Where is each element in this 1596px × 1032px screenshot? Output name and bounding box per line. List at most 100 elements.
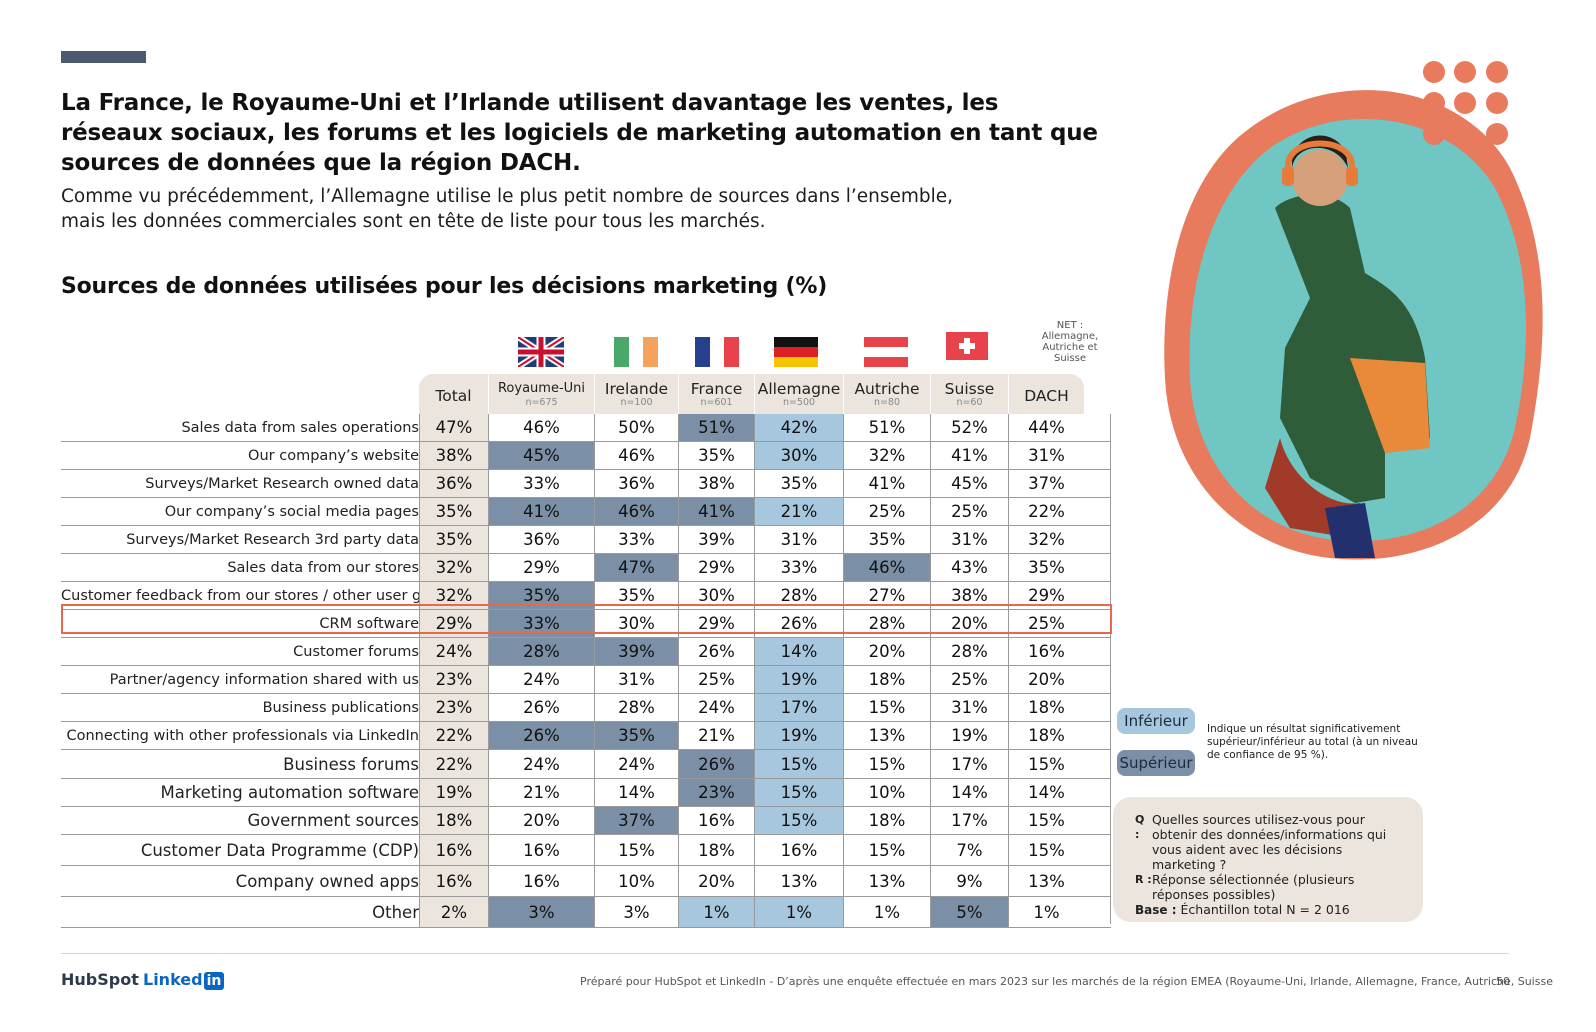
- table-cell: 22%: [419, 750, 488, 778]
- table-cell: 31%: [930, 694, 1008, 721]
- table-cell: 37%: [1008, 470, 1084, 497]
- column-header: Irelande n=100: [594, 374, 678, 414]
- base-key: Base :: [1135, 903, 1177, 917]
- row-label: Surveys/Market Research owned data: [145, 476, 419, 492]
- table-row: Sales data from our stores 32% 29% 47% 29% 33…: [61, 554, 1111, 582]
- column-header-sample-size: n=100: [620, 397, 653, 408]
- row-label: CRM software: [319, 616, 419, 632]
- table-row: Our company’s website 38% 45% 46% 35% 30% 32% 4…: [61, 442, 1111, 470]
- hubspot-logo: HubSpot: [61, 970, 139, 989]
- table-cell: 36%: [488, 526, 594, 553]
- table-cell: 15%: [1008, 750, 1084, 778]
- table-cell: 51%: [843, 414, 930, 441]
- column-header-sample-size: n=675: [525, 397, 558, 408]
- table-row: Business forums 22% 24% 24% 26% 15% 15% 17% 15%: [61, 750, 1111, 779]
- table-cell: 19%: [419, 779, 488, 806]
- table-cell: 17%: [930, 750, 1008, 778]
- column-header-name: DACH: [1024, 387, 1069, 405]
- table-cell: 21%: [488, 779, 594, 806]
- table-cell: 1%: [754, 897, 843, 927]
- table-cell: 35%: [1008, 554, 1084, 581]
- table-cell: 36%: [594, 470, 678, 497]
- table-cell: 39%: [678, 526, 754, 553]
- table-cell: 21%: [754, 498, 843, 525]
- table-cell: 20%: [930, 610, 1008, 637]
- row-label: Government sources: [247, 811, 419, 830]
- table-cell: 21%: [678, 722, 754, 749]
- table-cell: 38%: [930, 582, 1008, 609]
- linkedin-logo-in: in: [203, 972, 225, 990]
- column-header-sample-size: n=60: [956, 397, 983, 408]
- table-cell: 10%: [843, 779, 930, 806]
- legend-superior: Supérieur: [1117, 750, 1195, 776]
- column-header-name: Autriche: [854, 380, 920, 398]
- column-header: Suisse n=60: [930, 374, 1008, 414]
- table-cell: 28%: [930, 638, 1008, 665]
- table-cell: 30%: [594, 610, 678, 637]
- table-cell: 28%: [594, 694, 678, 721]
- base-line: Base : Échantillon total N = 2 016: [1135, 902, 1409, 918]
- column-header: Allemagne n=500: [754, 374, 843, 414]
- table-cell: 36%: [419, 470, 488, 497]
- table-cell: 17%: [930, 807, 1008, 834]
- france-flag-icon: [695, 337, 739, 367]
- net-note: NET : Allemagne, Autriche et Suisse: [1041, 320, 1099, 364]
- table-cell: 31%: [1008, 442, 1084, 469]
- base-text: Échantillon total N = 2 016: [1180, 902, 1350, 917]
- table-row: Business publications 23% 26% 28% 24% 17% 15% 3…: [61, 694, 1111, 722]
- column-header: Royaume-Uni n=675: [488, 374, 594, 414]
- table-row: Other 2% 3% 3% 1% 1% 1% 5% 1%: [61, 897, 1111, 928]
- table-cell: 29%: [1008, 582, 1084, 609]
- table-row: Marketing automation software 19% 21% 14% 23…: [61, 779, 1111, 807]
- table-cell: 15%: [1008, 807, 1084, 834]
- table-cell: 5%: [930, 897, 1008, 927]
- table-row: Customer feedback from our stores / othe…: [61, 582, 1111, 610]
- table-cell: 41%: [678, 498, 754, 525]
- austria-flag-icon: [864, 337, 908, 367]
- answer-line: R : Réponse sélectionnée (plusieurs répo…: [1135, 872, 1409, 902]
- headline: La France, le Royaume-Uni et l’Irlande u…: [61, 90, 1098, 176]
- table-cell: 25%: [930, 498, 1008, 525]
- subtitle-line-2: mais les données commerciales sont en tê…: [61, 211, 766, 232]
- table-cell: 25%: [678, 666, 754, 693]
- answer-text: Réponse sélectionnée (plusieurs réponses…: [1152, 872, 1355, 902]
- table-cell: 35%: [754, 470, 843, 497]
- column-header: France n=601: [678, 374, 754, 414]
- table-cell: 18%: [843, 666, 930, 693]
- question-box: Q : Quelles sources utilisez-vous pour o…: [1113, 797, 1423, 922]
- table-cell: 14%: [930, 779, 1008, 806]
- subtitle: Comme vu précédemment, l’Allemagne utili…: [61, 184, 1061, 234]
- table-cell: 14%: [754, 638, 843, 665]
- table-cell: 32%: [1008, 526, 1084, 553]
- table-row: Our company’s social media pages 35% 41% 46…: [61, 498, 1111, 526]
- table-cell: 9%: [930, 866, 1008, 896]
- table-cell: 47%: [419, 414, 488, 441]
- row-label: Business publications: [262, 700, 419, 716]
- column-header-sample-size: n=601: [700, 397, 733, 408]
- table-cell: 24%: [488, 666, 594, 693]
- table-cell: 16%: [678, 807, 754, 834]
- table-cell: 29%: [678, 554, 754, 581]
- table-cell: 26%: [488, 722, 594, 749]
- table-cell: 42%: [754, 414, 843, 441]
- table-cell: 44%: [1008, 414, 1084, 441]
- legend-inferior: Inférieur: [1117, 708, 1195, 734]
- table-cell: 24%: [678, 694, 754, 721]
- row-label: Customer Data Programme (CDP): [140, 841, 419, 860]
- table-cell: 15%: [843, 835, 930, 865]
- table-cell: 35%: [594, 722, 678, 749]
- table-cell: 35%: [488, 582, 594, 609]
- table-cell: 15%: [754, 750, 843, 778]
- table-cell: 16%: [488, 866, 594, 896]
- table-cell: 16%: [754, 835, 843, 865]
- table-cell: 43%: [930, 554, 1008, 581]
- table-cell: 33%: [594, 526, 678, 553]
- table-cell: 10%: [594, 866, 678, 896]
- table-cell: 25%: [843, 498, 930, 525]
- table-cell: 37%: [594, 807, 678, 834]
- table-row: Customer Data Programme (CDP) 16% 16% 15% 18…: [61, 835, 1111, 866]
- table-cell: 46%: [843, 554, 930, 581]
- question-line: Q : Quelles sources utilisez-vous pour o…: [1135, 812, 1409, 872]
- row-label: Customer forums: [293, 644, 419, 660]
- table-cell: 15%: [843, 750, 930, 778]
